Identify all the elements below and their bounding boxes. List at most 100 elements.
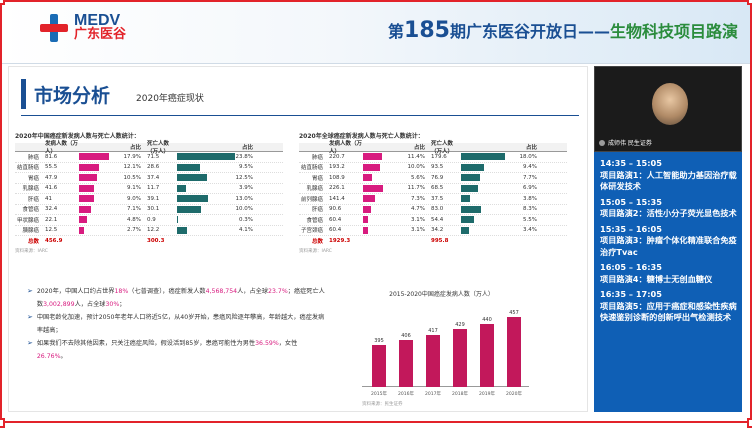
schedule-title: 项目路演4：糖博士无创血糖仪 [600, 273, 713, 284]
row-name: 乳腺癌 [22, 186, 39, 193]
row-death-pct: 3.8% [523, 195, 537, 202]
table-row: 肝癌 41 9.0% 39.1 13.0% [15, 194, 283, 205]
row-death-bar-cell [461, 153, 519, 161]
row-new-pct: 4.7% [411, 206, 425, 213]
header-pct: 占比 [413, 145, 425, 151]
schedule-time: 15:35 – 16:05 [600, 223, 662, 234]
row-new: 12.5 [45, 227, 58, 234]
row-new-bar-cell [363, 216, 403, 224]
total-new: 456.9 [45, 238, 63, 244]
row-new-bar-cell [79, 174, 119, 182]
row-new: 32.4 [45, 206, 58, 213]
row-death-bar-cell [177, 184, 235, 192]
row-new: 226.1 [329, 185, 345, 192]
bullet-segment: 人，占全球 [74, 301, 106, 308]
row-new-bar-cell [79, 205, 119, 213]
bullet-item: ➢ 如果我们不去除其他因素，只关注癌症风险，假设活到85岁，患癌可能性为男性36.… [27, 337, 327, 363]
chart-value-label: 440 [482, 317, 492, 324]
table-row: 子宫颈癌 60.4 3.1% 34.2 3.4% [299, 226, 567, 236]
chart-title: 2015-2020中国癌症发病人数（万人） [389, 291, 494, 298]
deaths-bar [177, 216, 178, 224]
row-new-pct: 11.7% [407, 185, 425, 192]
new-cases-bar [363, 153, 382, 161]
highlight-figure: 4,568,754 [205, 288, 238, 295]
chart-bar [480, 324, 494, 387]
table-row: 乳腺癌 41.6 9.1% 11.7 3.9% [15, 184, 283, 194]
slide-subtitle: 2020年癌症现状 [136, 93, 204, 104]
row-death: 179.6 [431, 153, 447, 160]
row-death-bar-cell [177, 174, 235, 182]
row-new-bar-cell [363, 205, 403, 213]
schedule-item: 15:05 – 15:35 项目路演2：活性小分子荧光显色技术 [600, 197, 737, 220]
schedule-item: 15:35 – 16:05 项目路演3：肿瘤个体化精准联合免疫治疗Tvac [600, 224, 737, 259]
speaker-video[interactable]: 成师伟 民生证券 [594, 66, 742, 152]
row-name: 甲状腺癌 [16, 217, 39, 224]
row-death-pct: 13.0% [235, 195, 253, 202]
chart-category-label: 2015年 [371, 392, 387, 397]
new-cases-bar [363, 195, 376, 203]
highlight-figure: 3,002,899 [43, 301, 75, 308]
row-name: 肺癌 [311, 154, 323, 161]
row-new: 193.2 [329, 164, 345, 171]
schedule-time: 15:05 – 15:35 [600, 196, 662, 207]
bullet-text: 如果我们不去除其他因素，只关注癌症风险，假设活到85岁，患癌可能性为男性36.5… [37, 337, 327, 363]
bullet-segment: 人，占全球 [237, 288, 269, 295]
deaths-bar [461, 195, 471, 203]
row-new-pct: 17.9% [123, 153, 141, 160]
row-new-bar-cell [79, 195, 119, 203]
row-death: 68.5 [431, 185, 444, 192]
chart-value-label: 417 [428, 327, 438, 334]
frame-corner-tr [747, 0, 752, 5]
row-new-bar-cell [79, 226, 119, 234]
cross-logo-icon [40, 14, 68, 42]
header-death: 死亡人数（万人） [431, 141, 454, 155]
table-row: 食管癌 32.4 7.1% 30.1 10.0% [15, 205, 283, 215]
row-new-bar-cell [363, 226, 403, 234]
bullet-text: 中国老龄化加速，预计2050年老年人口将近5亿，从40岁开始，患癌风险逐年攀高，… [37, 311, 327, 337]
table-row: 肺癌 81.6 17.9% 71.5 23.8% [15, 152, 283, 163]
deaths-bar [177, 195, 209, 203]
row-new-pct: 9.0% [127, 195, 141, 202]
deaths-bar [461, 174, 480, 182]
row-death: 93.5 [431, 164, 444, 171]
row-death-pct: 7.7% [523, 174, 537, 181]
row-new-pct: 7.1% [127, 206, 141, 213]
row-death-pct: 9.4% [523, 164, 537, 171]
row-death-bar-cell [177, 205, 235, 213]
schedule-title: 项目路演5：应用于癌症和感染性疾病快速鉴别诊断的创新呼出气检测技术 [600, 300, 737, 323]
chart-category-label: 2019年 [479, 392, 495, 397]
chart-category-label: 2017年 [425, 392, 441, 397]
table-total-row: 总数 1929.3 995.8 [299, 236, 567, 246]
row-new: 60.4 [329, 216, 342, 223]
row-name: 胰腺癌 [22, 228, 39, 235]
chart-category-label: 2020年 [506, 392, 522, 397]
chart-value-label: 395 [374, 337, 384, 344]
row-name: 肝癌 [27, 196, 39, 203]
row-new-pct: 3.1% [411, 227, 425, 234]
row-name: 肝癌 [311, 207, 323, 214]
frame-corner-br [747, 418, 752, 428]
row-death: 0.9 [147, 216, 156, 223]
chart-category-label: 2018年 [452, 392, 468, 397]
table-row: 食管癌 60.4 3.1% 54.4 5.5% [299, 215, 567, 226]
chart-bar [453, 329, 467, 387]
table-row: 胃癌 47.9 10.5% 37.4 12.5% [15, 173, 283, 184]
highlight-figure: 36.59% [255, 340, 279, 347]
chart-bar [507, 316, 521, 387]
bullet-arrow-icon: ➢ [27, 313, 33, 321]
total-death: 995.8 [431, 238, 449, 244]
table-row: 胰腺癌 12.5 2.7% 12.2 4.1% [15, 226, 283, 236]
row-death-pct: 10.0% [235, 206, 253, 213]
table-source: 资料来源：IARC [299, 249, 332, 254]
row-death-bar-cell [461, 184, 519, 192]
chart-value-label: 406 [401, 332, 411, 339]
schedule-title: 项目路演2：活性小分子荧光显色技术 [600, 208, 737, 218]
row-new-pct: 11.4% [407, 153, 425, 160]
table-title: 2020年中国癌症新发病人数与死亡人数统计： [15, 133, 140, 140]
highlight-figure: 30% [105, 301, 120, 308]
row-new: 90.6 [329, 206, 342, 213]
slide-divider [21, 115, 579, 116]
schedule-title: 项目路演3：肿瘤个体化精准联合免疫治疗Tvac [600, 235, 737, 257]
chart-bar [372, 344, 386, 387]
